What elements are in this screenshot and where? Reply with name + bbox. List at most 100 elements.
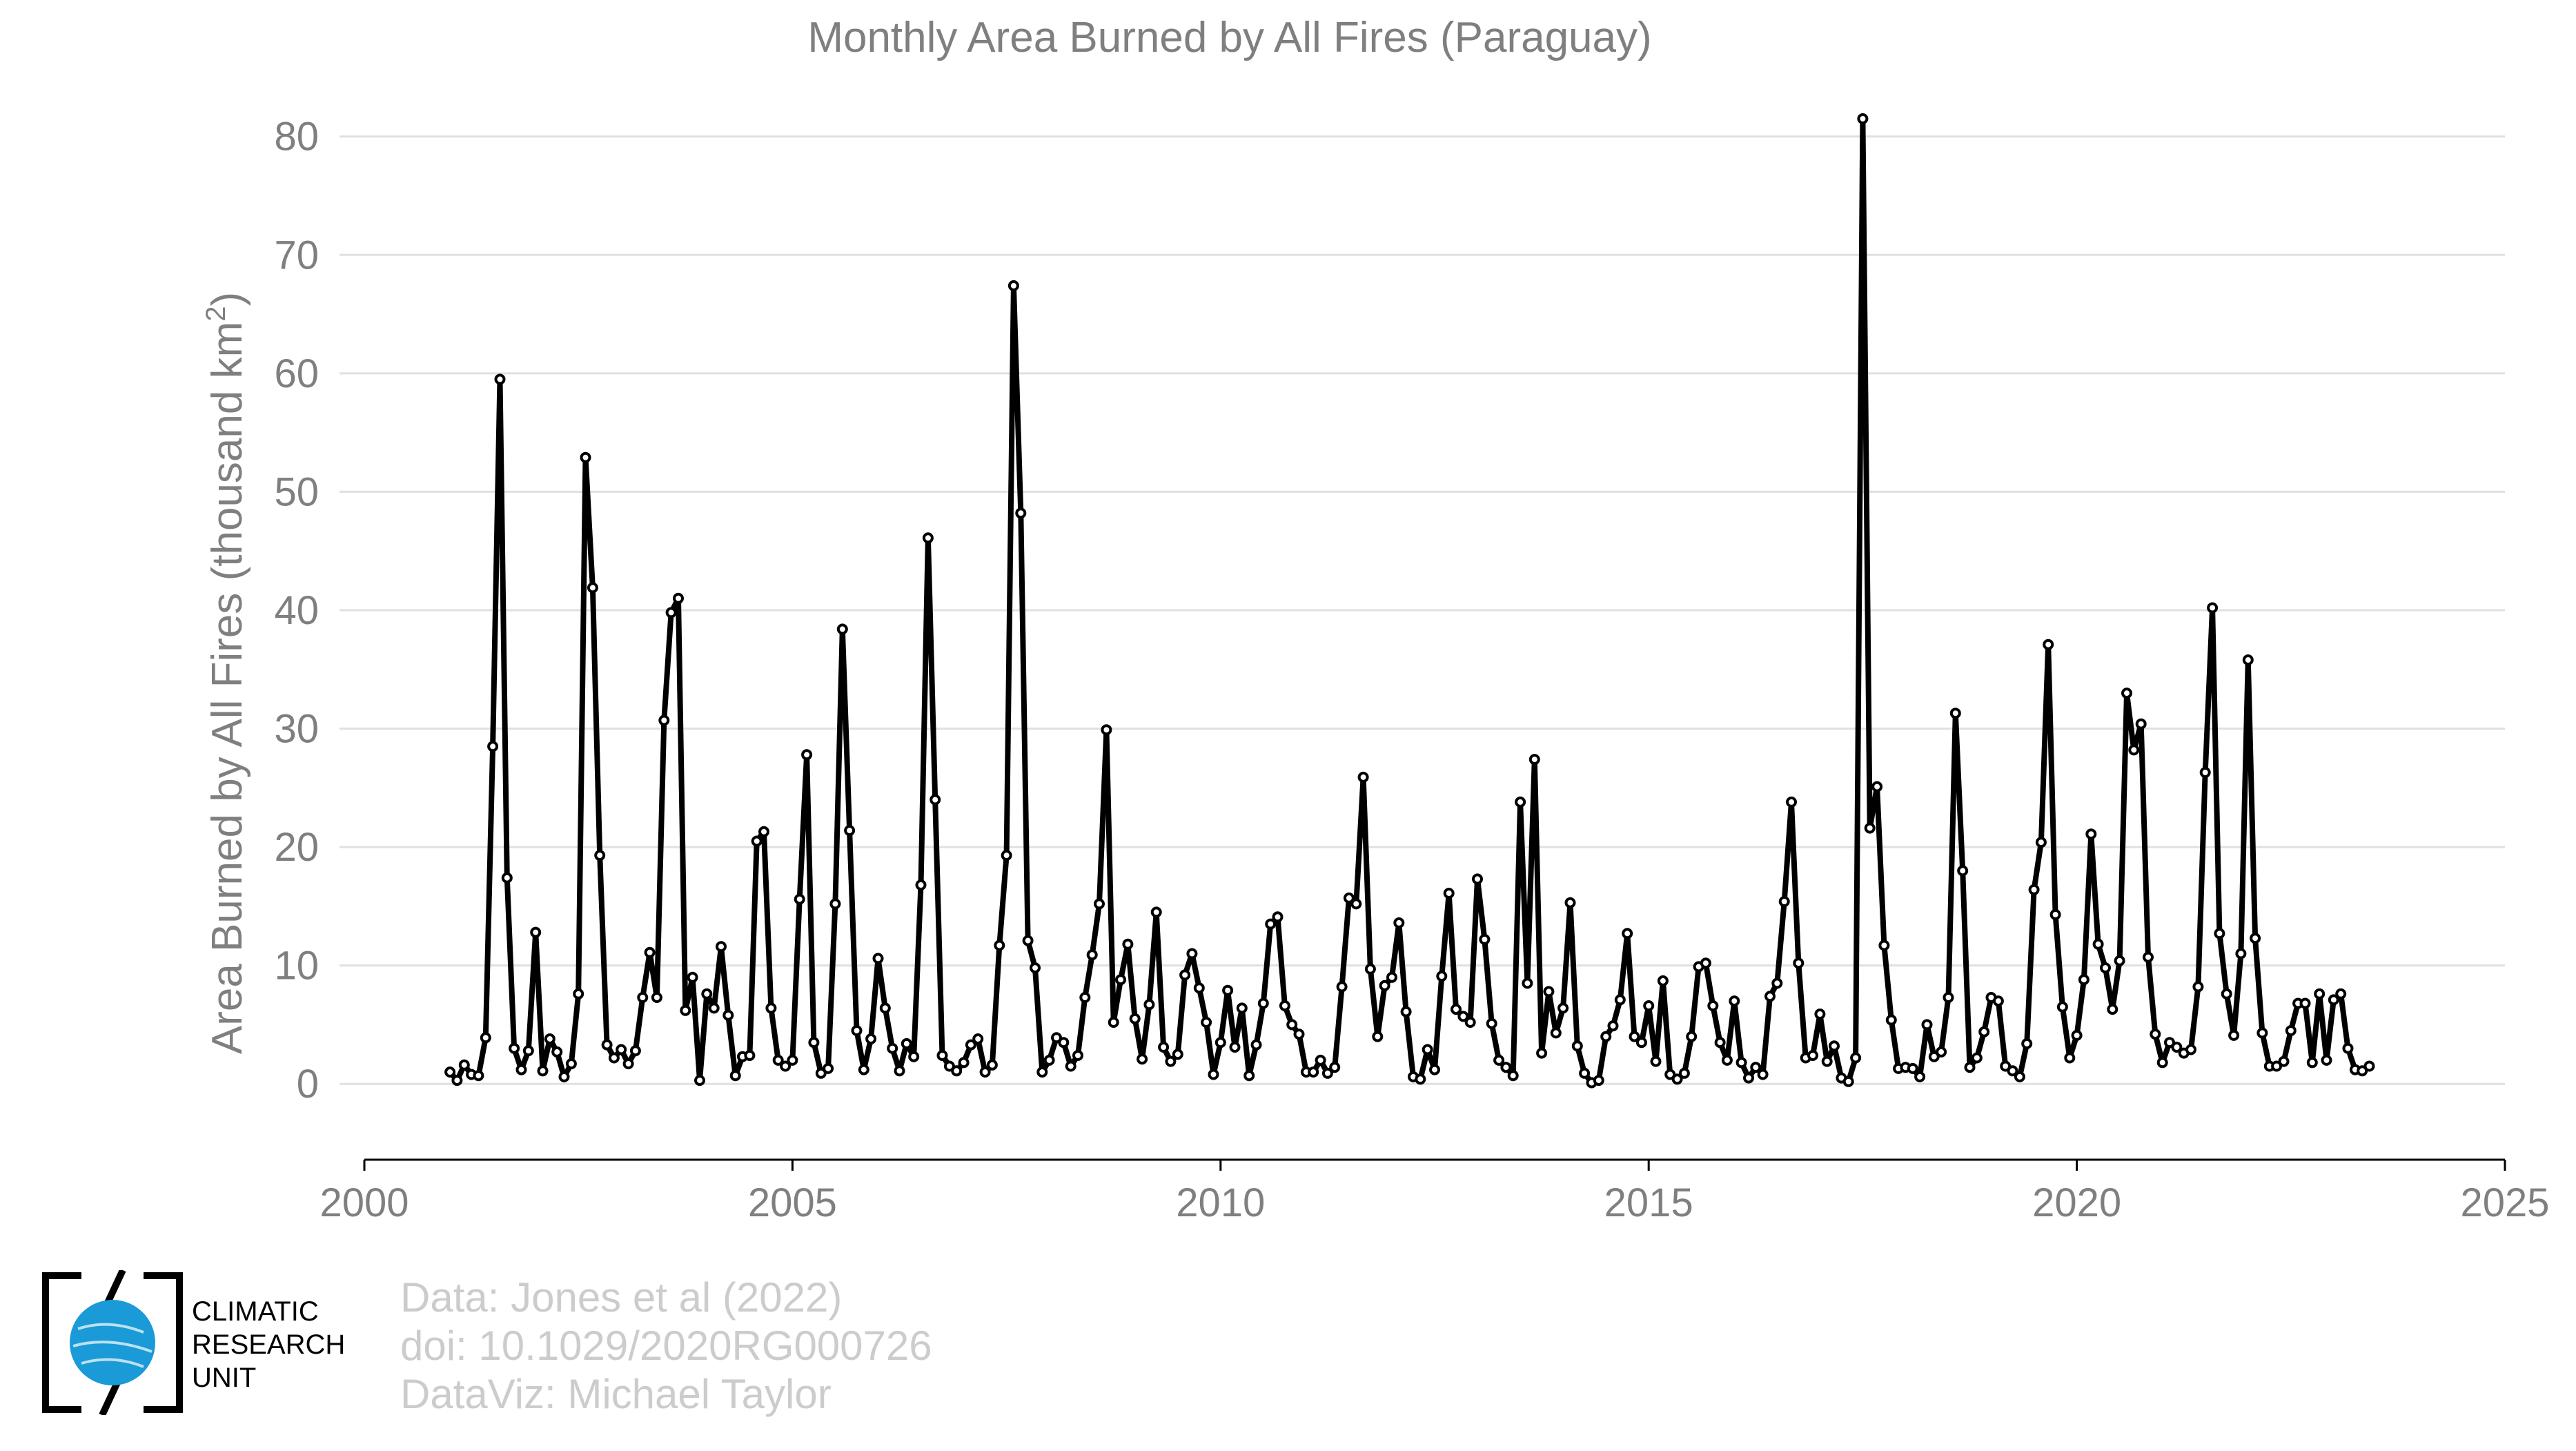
data-point — [2000, 1060, 2012, 1072]
data-point — [1764, 991, 1776, 1002]
data-point — [2021, 1038, 2033, 1049]
data-point — [1949, 708, 1961, 719]
data-point — [794, 893, 805, 905]
data-point — [2242, 654, 2254, 665]
data-point — [858, 1064, 869, 1075]
data-point — [580, 451, 591, 463]
data-point — [1143, 999, 1155, 1011]
data-point — [1051, 1032, 1062, 1044]
data-point — [1778, 896, 1790, 907]
data-point — [1600, 1031, 1612, 1042]
data-point — [1158, 1042, 1170, 1053]
data-point — [894, 1065, 905, 1077]
data-point — [1479, 933, 1491, 945]
data-point — [1165, 1055, 1177, 1067]
data-point — [994, 939, 1005, 951]
data-point — [1729, 995, 1740, 1007]
data-point — [1179, 969, 1191, 981]
data-point — [1172, 1049, 1183, 1060]
data-point — [1265, 918, 1277, 930]
data-point — [1293, 1029, 1305, 1040]
data-point — [865, 1033, 877, 1044]
data-point — [522, 1045, 534, 1057]
data-point — [1829, 1040, 1840, 1052]
y-tick-label: 10 — [274, 944, 319, 989]
data-point — [2121, 688, 2132, 699]
data-point — [1864, 822, 1876, 834]
data-point — [951, 1065, 963, 1077]
data-point — [637, 992, 649, 1003]
data-point — [494, 373, 506, 385]
data-point — [1193, 982, 1205, 994]
data-point — [1422, 1044, 1433, 1055]
data-point — [2007, 1065, 2018, 1077]
data-point — [2156, 1057, 2168, 1069]
data-point — [1272, 911, 1284, 923]
y-tick-label: 80 — [274, 115, 319, 159]
x-axis: 2000 2005 2010 2015 2020 2025 — [319, 1158, 2550, 1225]
data-point — [1943, 992, 1954, 1003]
data-point — [1364, 963, 1376, 975]
data-point — [2143, 951, 2154, 963]
data-point — [2306, 1057, 2318, 1069]
data-point — [1329, 1062, 1341, 1073]
data-point — [487, 741, 499, 752]
data-point — [1593, 1075, 1604, 1087]
data-point — [744, 1050, 756, 1061]
data-point — [1671, 1073, 1683, 1085]
data-point — [1971, 1052, 1983, 1064]
data-point — [2285, 1025, 2297, 1036]
data-point — [2100, 962, 2111, 974]
credits-doi: doi: 10.1029/2020RG000726 — [400, 1323, 932, 1369]
data-point — [515, 1064, 527, 1075]
data-point — [2192, 981, 2204, 993]
data-point — [829, 898, 841, 910]
y-tick-label: 0 — [297, 1062, 319, 1107]
data-point — [2107, 1004, 2118, 1015]
logo-text-line1: CLIMATIC — [192, 1296, 319, 1327]
logo-text-line2: RESEARCH — [192, 1330, 346, 1360]
data-point — [1464, 1017, 1476, 1028]
data-point — [658, 714, 670, 726]
data-point — [1094, 898, 1105, 910]
data-point — [1486, 1017, 1497, 1029]
data-point — [1086, 949, 1098, 961]
y-tick-label: 70 — [274, 233, 319, 277]
data-point — [587, 582, 598, 594]
data-point — [2114, 955, 2125, 966]
data-point — [1707, 1000, 1719, 1011]
data-point — [787, 1054, 798, 1066]
data-point — [1001, 850, 1012, 861]
data-point — [758, 826, 769, 837]
data-point — [594, 850, 606, 861]
logo-text-line3: UNIT — [192, 1363, 257, 1393]
data-point — [1992, 995, 2004, 1007]
data-point — [2128, 744, 2140, 756]
data-point — [1664, 1069, 1676, 1080]
data-point — [2363, 1060, 2375, 1072]
y-axis-title-close: ) — [204, 292, 251, 306]
data-point — [972, 1033, 984, 1044]
x-tick-label: 2025 — [2460, 1180, 2549, 1225]
data-point — [2056, 1001, 2068, 1013]
data-point — [1286, 1019, 1298, 1031]
x-tick-label: 2020 — [2032, 1180, 2121, 1225]
data-point — [1528, 754, 1540, 766]
data-point — [2328, 994, 2339, 1006]
data-point — [1015, 507, 1027, 519]
credits-dataviz: DataViz: Michael Taylor — [400, 1371, 832, 1417]
data-point — [1536, 1047, 1548, 1059]
data-point — [1379, 980, 1390, 991]
data-point — [2228, 1029, 2240, 1041]
data-point — [1065, 1060, 1076, 1072]
data-point — [1515, 796, 1526, 808]
data-point — [1557, 1002, 1569, 1014]
series-line — [447, 116, 2372, 1086]
data-point — [716, 941, 727, 953]
data-point — [1771, 977, 1783, 989]
data-point — [1564, 897, 1576, 908]
data-point — [1507, 1070, 1519, 1082]
x-tick-label: 2005 — [748, 1180, 837, 1225]
data-point — [872, 953, 884, 964]
chart-title: Monthly Area Burned by All Fires (Paragu… — [807, 14, 1651, 61]
